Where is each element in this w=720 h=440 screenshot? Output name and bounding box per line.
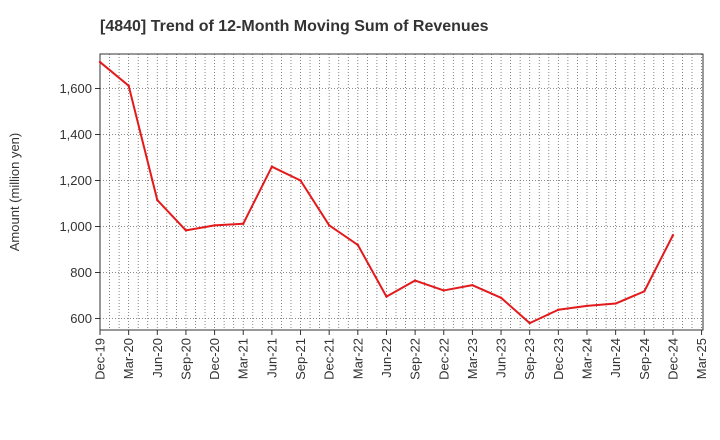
x-axis-ticks: Dec-19 Mar-20 Jun-20 Sep-20 Dec-20 Mar-21 Jun-… bbox=[93, 330, 709, 380]
x-tick-label: Sep-23 bbox=[522, 338, 537, 380]
data-point bbox=[643, 290, 646, 293]
x-tick-label: Jun-24 bbox=[608, 338, 623, 378]
grid bbox=[100, 54, 703, 330]
x-tick-label: Sep-20 bbox=[178, 338, 193, 380]
y-tick-label: 600 bbox=[70, 311, 92, 326]
x-tick-label: Mar-24 bbox=[579, 338, 594, 379]
data-point bbox=[614, 302, 617, 305]
data-point bbox=[270, 165, 274, 168]
x-tick-label: Jun-20 bbox=[150, 338, 165, 378]
y-axis-title: Amount (million yen) bbox=[7, 133, 22, 252]
data-point bbox=[442, 289, 445, 292]
x-tick-label: Dec-24 bbox=[665, 338, 680, 380]
data-point bbox=[213, 224, 216, 227]
data-point bbox=[242, 222, 245, 225]
data-point bbox=[671, 234, 675, 237]
y-tick-label: 800 bbox=[70, 265, 92, 280]
data-point bbox=[156, 198, 159, 202]
data-point bbox=[356, 243, 360, 247]
series-group bbox=[98, 60, 675, 325]
y-tick-label: 1,600 bbox=[59, 81, 92, 96]
x-tick-label: Dec-19 bbox=[93, 338, 108, 380]
x-tick-label: Dec-20 bbox=[207, 338, 222, 380]
data-point bbox=[557, 308, 560, 311]
x-tick-label: Jun-23 bbox=[494, 338, 509, 378]
data-point bbox=[127, 84, 130, 87]
x-tick-label: Sep-22 bbox=[408, 338, 423, 380]
x-tick-label: Jun-21 bbox=[264, 338, 279, 378]
data-point bbox=[184, 229, 188, 232]
x-tick-label: Mar-25 bbox=[694, 338, 709, 379]
y-tick-label: 1,200 bbox=[59, 173, 92, 188]
y-axis-ticks: 600 800 1,000 1,200 1,400 1,600 bbox=[59, 81, 100, 326]
data-point bbox=[385, 295, 388, 298]
y-tick-label: 1,000 bbox=[59, 219, 92, 234]
x-tick-label: Dec-21 bbox=[322, 338, 337, 380]
data-point bbox=[499, 296, 503, 299]
x-tick-label: Mar-23 bbox=[465, 338, 480, 379]
data-point bbox=[98, 60, 102, 64]
x-tick-label: Mar-22 bbox=[350, 338, 365, 379]
x-tick-label: Mar-20 bbox=[121, 338, 136, 379]
data-point bbox=[528, 321, 531, 325]
x-tick-label: Mar-21 bbox=[236, 338, 251, 379]
y-tick-label: 1,400 bbox=[59, 127, 92, 142]
x-tick-label: Dec-23 bbox=[551, 338, 566, 380]
x-tick-label: Sep-21 bbox=[293, 338, 308, 380]
data-point bbox=[471, 283, 474, 287]
x-tick-label: Jun-22 bbox=[379, 338, 394, 378]
chart-title: [4840] Trend of 12-Month Moving Sum of R… bbox=[100, 18, 489, 35]
x-tick-label: Dec-22 bbox=[436, 338, 451, 380]
data-point bbox=[327, 224, 331, 227]
plot-area bbox=[99, 53, 704, 331]
x-tick-label: Sep-24 bbox=[637, 338, 652, 380]
data-point bbox=[413, 279, 417, 282]
data-point bbox=[299, 179, 302, 182]
data-point bbox=[585, 304, 589, 308]
